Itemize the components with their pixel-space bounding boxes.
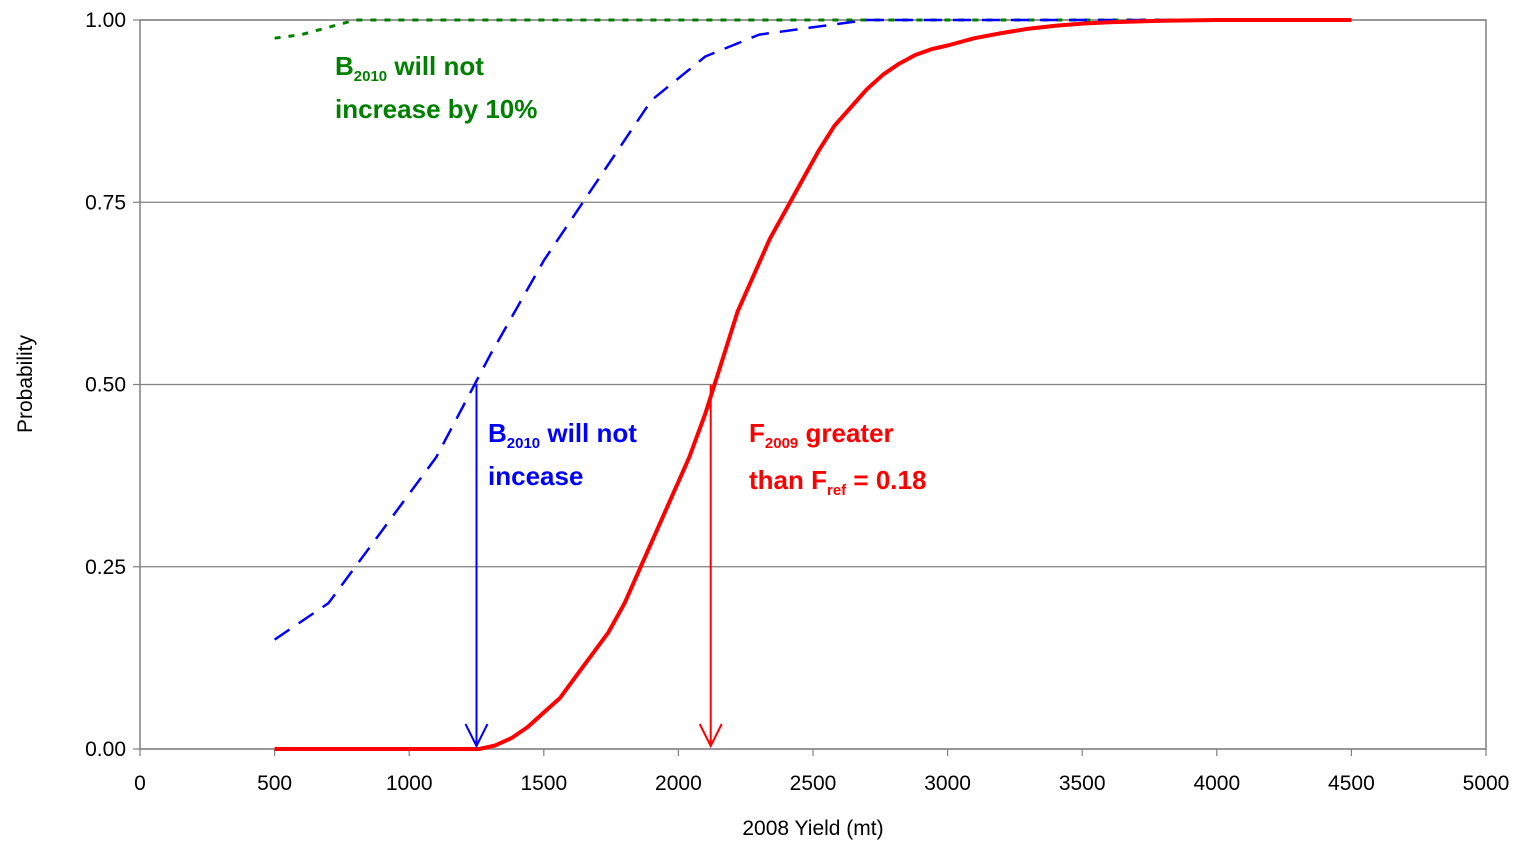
y-axis-ticks: 0.00 0.25 0.50 0.75 1.00 [85, 9, 140, 761]
x-tick-label-6: 3000 [924, 772, 971, 795]
x-tick-label-2: 1000 [386, 772, 433, 795]
annotation-blue-rest: will not [540, 418, 637, 448]
annotation-green-rest: will not [387, 51, 484, 81]
x-tick-label-10: 5000 [1463, 772, 1510, 795]
arrow-head-0 [464, 723, 489, 749]
x-tick-label-4: 2000 [655, 772, 702, 795]
annotation-green-subscript: 2010 [354, 68, 387, 85]
series-line-dotted [274, 18, 1352, 40]
arrow-head-1 [698, 723, 723, 749]
annotation-blue-main: B [488, 418, 507, 448]
x-tick-label-8: 4000 [1193, 772, 1240, 795]
y-tick-label-2: 0.50 [85, 374, 126, 397]
x-tick-label-9: 4500 [1328, 772, 1375, 795]
annotation-red-line2-main: than F [749, 465, 827, 495]
annotation-red-rest: greater [798, 418, 893, 448]
y-tick-label-0: 0.00 [85, 738, 126, 761]
series-line-dashed [273, 18, 1352, 641]
annotation-red-line2-rest: = 0.18 [846, 465, 926, 495]
y-tick-label-4: 1.00 [85, 9, 126, 32]
x-tick-label-5: 2500 [790, 772, 837, 795]
annotation-red-subscript: 2009 [765, 435, 798, 452]
annotation-b2010-not-increase-10pct: B2010 will not increase by 10% [335, 51, 537, 124]
annotation-green-main: B [335, 51, 354, 81]
y-axis-title: Probability [14, 334, 37, 433]
annotation-blue-line2: incease [488, 461, 583, 491]
annotation-green-line2: increase by 10% [335, 94, 537, 124]
series-lines [273, 18, 1352, 751]
x-axis-title: 2008 Yield (mt) [742, 817, 883, 840]
y-tick-label-1: 0.25 [85, 556, 126, 579]
annotation-b2010-not-increase: B2010 will not incease [488, 418, 644, 491]
y-tick-label-3: 0.75 [85, 191, 126, 214]
annotation-red-main: F [749, 418, 765, 448]
annotation-f2009-greater-than-fref: F2009 greater than Fref = 0.18 [749, 418, 926, 499]
x-axis-ticks: 0 500 1000 1500 2000 2500 3000 3500 4000 4500 5000 [134, 749, 1509, 795]
x-tick-label-1: 500 [257, 772, 292, 795]
annotation-arrows [464, 384, 723, 749]
annotation-red-line2-subscript: ref [827, 482, 847, 499]
x-tick-label-0: 0 [134, 772, 146, 795]
x-tick-label-3: 1500 [520, 772, 567, 795]
series-line-solid [274, 18, 1352, 751]
annotation-blue-subscript: 2010 [507, 435, 540, 452]
x-tick-label-7: 3500 [1059, 772, 1106, 795]
